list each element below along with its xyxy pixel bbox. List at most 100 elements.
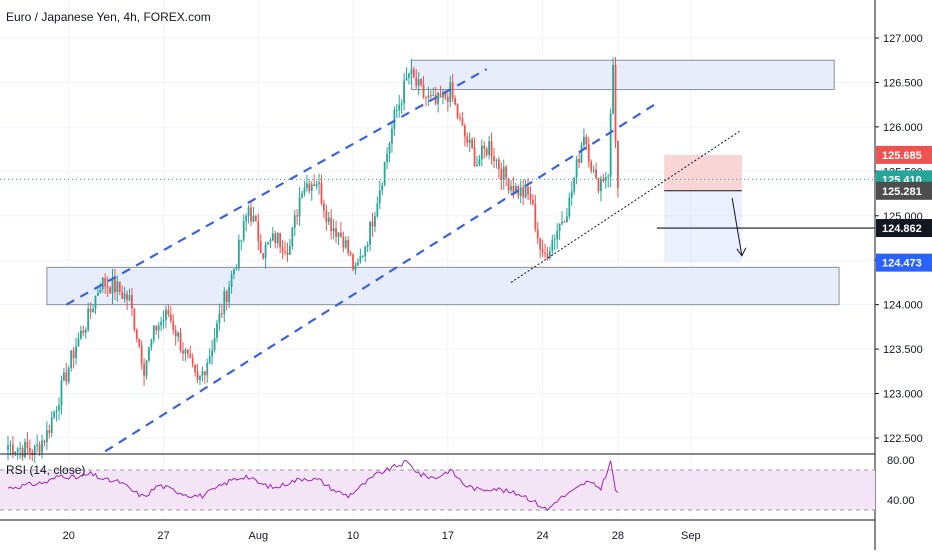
candle-body xyxy=(340,232,342,237)
candle-body xyxy=(177,332,179,337)
candle-body xyxy=(189,353,192,358)
candle xyxy=(534,195,537,233)
channel-upper[interactable] xyxy=(65,68,488,306)
candle-body xyxy=(118,281,121,292)
candle-body xyxy=(391,128,393,144)
candle-body xyxy=(247,207,250,216)
candle xyxy=(558,223,561,240)
candle-body xyxy=(480,145,483,160)
candle-body xyxy=(38,444,41,453)
candle xyxy=(347,236,350,256)
y-tick-label: 126.500 xyxy=(883,77,923,89)
candle-body xyxy=(58,405,60,411)
candle xyxy=(410,58,413,85)
candle-body xyxy=(216,323,218,338)
candle-body xyxy=(500,169,503,180)
candle-body xyxy=(483,145,486,149)
time-axis[interactable]: 20 27 Aug 10 17 24 28 Sep xyxy=(63,530,701,542)
candle xyxy=(237,234,240,271)
candle xyxy=(291,226,294,250)
candle xyxy=(337,232,340,246)
candle xyxy=(65,363,68,386)
candle xyxy=(194,364,197,377)
candle xyxy=(101,276,104,293)
candle-body xyxy=(609,113,612,177)
candle xyxy=(288,238,291,255)
candle-body xyxy=(544,252,546,254)
candle-body xyxy=(286,252,289,255)
candle xyxy=(245,213,248,232)
candle-body xyxy=(157,325,160,331)
price-badge-label: 124.473 xyxy=(882,258,922,270)
candle-body xyxy=(393,110,396,129)
candle-body xyxy=(169,314,172,321)
candle xyxy=(199,375,201,386)
candle-body xyxy=(400,103,403,105)
candle xyxy=(592,165,595,174)
candle xyxy=(184,347,187,362)
candle-body xyxy=(65,372,68,382)
candle xyxy=(422,75,425,99)
candle-body xyxy=(471,139,474,148)
candle xyxy=(301,190,303,200)
candle xyxy=(527,177,529,200)
candle xyxy=(104,273,107,294)
candle-body xyxy=(573,177,576,192)
short-position-tool[interactable] xyxy=(664,154,742,263)
candle-body xyxy=(374,216,376,227)
grid-lines xyxy=(0,0,875,520)
candle-body xyxy=(318,182,320,185)
candle-body xyxy=(128,295,131,300)
candle-body xyxy=(444,91,447,97)
stop-loss-area[interactable] xyxy=(664,154,742,191)
candle xyxy=(587,136,590,168)
candle-body xyxy=(223,291,226,314)
candle-body xyxy=(101,277,104,290)
candle xyxy=(216,320,218,342)
candle-body xyxy=(9,444,12,446)
resistance-zone[interactable] xyxy=(410,59,835,91)
candle xyxy=(590,159,593,174)
candle-body xyxy=(305,183,308,189)
candle xyxy=(541,239,544,257)
support-zone[interactable] xyxy=(46,266,840,306)
candle-body xyxy=(55,410,58,412)
candle xyxy=(160,316,162,331)
candle-body xyxy=(87,308,90,330)
candle xyxy=(281,239,284,259)
drawings[interactable] xyxy=(0,68,875,453)
candle xyxy=(349,250,352,257)
zones[interactable] xyxy=(46,59,840,306)
candle-body xyxy=(604,177,607,181)
candle-body xyxy=(556,231,559,240)
candle-body xyxy=(284,251,286,253)
candle-body xyxy=(172,320,175,331)
candle xyxy=(138,338,141,349)
forecast-arrow[interactable] xyxy=(731,197,743,256)
candle xyxy=(507,177,510,194)
candle-body xyxy=(412,69,415,78)
candle xyxy=(320,174,323,206)
candle xyxy=(463,123,466,147)
candle xyxy=(143,358,145,386)
candle xyxy=(595,162,597,180)
candle-body xyxy=(583,136,585,146)
candle xyxy=(403,72,405,111)
candle xyxy=(174,325,177,346)
channel-lower[interactable] xyxy=(104,103,655,453)
candle xyxy=(427,86,430,107)
candle-body xyxy=(432,94,435,96)
dotted-trendline[interactable] xyxy=(510,130,740,283)
candle-body xyxy=(271,233,274,241)
candle xyxy=(566,207,568,223)
take-profit-area[interactable] xyxy=(664,190,742,263)
candle xyxy=(364,245,367,263)
candle xyxy=(80,325,82,341)
candle-body xyxy=(77,338,80,347)
candle xyxy=(602,173,605,183)
y-tick-label: 122.500 xyxy=(883,433,923,445)
candle xyxy=(490,132,493,165)
candle-body xyxy=(191,357,194,365)
